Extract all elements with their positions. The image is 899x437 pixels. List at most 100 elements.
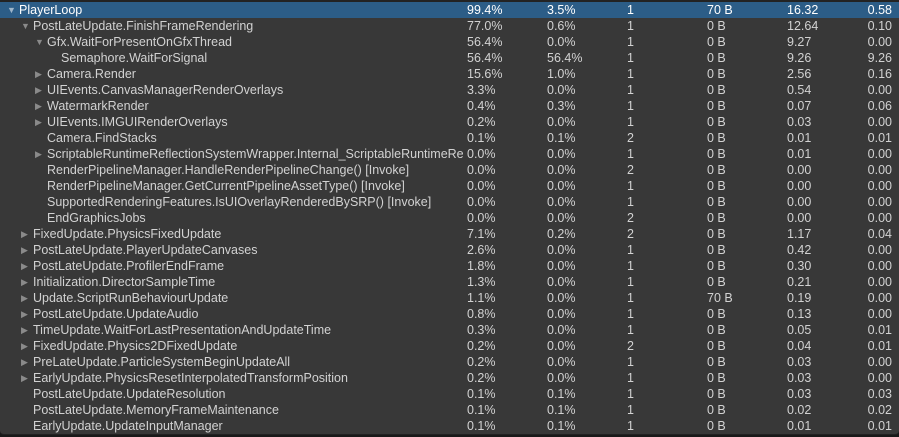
table-row[interactable]: ▶ Initialization.DirectorSampleTime 1.3% 0.…: [0, 274, 899, 290]
cell-gc-alloc: 0 B: [707, 99, 726, 113]
cell-time-ms: 0.03: [787, 115, 812, 129]
cell-self: 0.3%: [547, 99, 576, 113]
cell-time-ms: 12.64: [787, 19, 819, 33]
expand-arrow-right-icon[interactable]: ▶: [21, 293, 28, 303]
cell-calls: 2: [627, 211, 634, 225]
cell-self-ms: 0.00: [867, 179, 892, 193]
table-row[interactable]: ▶ Camera.Render 15.6% 1.0% 1 0 B 2.56 0.16: [0, 66, 899, 82]
cell-total: 56.4%: [467, 51, 503, 65]
cell-time-ms: 16.32: [787, 3, 819, 17]
cell-total: 99.4%: [467, 3, 503, 17]
table-row[interactable]: ▼ Gfx.WaitForPresentOnGfxThread 56.4% 0.0% 1…: [0, 34, 899, 50]
table-row[interactable]: RenderPipelineManager.HandleRenderPipeli…: [0, 162, 899, 178]
expand-arrow-right-icon[interactable]: ▶: [35, 117, 42, 127]
table-row[interactable]: RenderPipelineManager.GetCurrentPipeline…: [0, 178, 899, 194]
cell-gc-alloc: 0 B: [707, 355, 726, 369]
table-row[interactable]: ▼ PostLateUpdate.FinishFrameRendering 77.0…: [0, 18, 899, 34]
row-name: UIEvents.CanvasManagerRenderOverlays: [47, 83, 284, 97]
table-row[interactable]: ▶ EarlyUpdate.PhysicsResetInterpolatedTra…: [0, 370, 899, 386]
table-row[interactable]: EarlyUpdate.UpdateInputManager 0.1% 0.1% 1 0…: [0, 418, 899, 434]
cell-gc-alloc: 0 B: [707, 131, 726, 145]
expand-arrow-right-icon[interactable]: ▶: [21, 373, 28, 383]
cell-self: 0.2%: [547, 227, 576, 241]
table-row[interactable]: SupportedRenderingFeatures.IsUIOverlayRe…: [0, 194, 899, 210]
expand-arrow-right-icon[interactable]: ▶: [21, 357, 28, 367]
table-row[interactable]: ▶ FixedUpdate.Physics2DFixedUpdate 0.2% 0.0…: [0, 338, 899, 354]
cell-gc-alloc: 0 B: [707, 211, 726, 225]
row-name: PostLateUpdate.MemoryFrameMaintenance: [33, 403, 279, 417]
table-row[interactable]: ▼ PlayerLoop 99.4% 3.5% 1 70 B 16.32 0.58: [0, 2, 899, 18]
table-row[interactable]: ▶ FixedUpdate.PhysicsFixedUpdate 7.1% 0.2% 2…: [0, 226, 899, 242]
cell-self-ms: 0.00: [867, 355, 892, 369]
expand-arrow-right-icon[interactable]: ▶: [21, 277, 28, 287]
expand-arrow-right-icon[interactable]: ▶: [21, 341, 28, 351]
cell-gc-alloc: 0 B: [707, 51, 726, 65]
cell-time-ms: 0.00: [787, 195, 812, 209]
table-row[interactable]: ▶ Update.ScriptRunBehaviourUpdate 1.1% 0.0%…: [0, 290, 899, 306]
cell-total: 7.1%: [467, 227, 496, 241]
cell-calls: 1: [627, 291, 634, 305]
expand-arrow-down-icon[interactable]: ▼: [35, 37, 44, 47]
cell-gc-alloc: 0 B: [707, 419, 726, 433]
cell-calls: 1: [627, 275, 634, 289]
table-row[interactable]: PostLateUpdate.UpdateResolution 0.1% 0.1% 1…: [0, 386, 899, 402]
cell-time-ms: 1.17: [787, 227, 812, 241]
cell-time-ms: 0.07: [787, 99, 812, 113]
row-name: Initialization.DirectorSampleTime: [33, 275, 216, 289]
cell-total: 0.0%: [467, 147, 496, 161]
table-row[interactable]: ▶ PreLateUpdate.ParticleSystemBeginUpdate…: [0, 354, 899, 370]
table-row[interactable]: Camera.FindStacks 0.1% 0.1% 2 0 B 0.01 0.01: [0, 130, 899, 146]
cell-self-ms: 0.00: [867, 115, 892, 129]
table-row[interactable]: ▶ TimeUpdate.WaitForLastPresentationAndUp…: [0, 322, 899, 338]
expand-arrow-right-icon[interactable]: ▶: [21, 325, 28, 335]
cell-self: 0.0%: [547, 179, 576, 193]
table-row[interactable]: PostLateUpdate.MemoryFrameMaintenance 0.1…: [0, 402, 899, 418]
table-row[interactable]: Semaphore.WaitForSignal 56.4% 56.4% 1 0 B 9.2…: [0, 50, 899, 66]
expand-arrow-down-icon[interactable]: ▼: [7, 5, 16, 15]
cell-self: 3.5%: [547, 3, 576, 17]
expand-arrow-right-icon[interactable]: ▶: [35, 101, 42, 111]
cell-calls: 1: [627, 259, 634, 273]
cell-calls: 1: [627, 19, 634, 33]
cell-gc-alloc: 0 B: [707, 67, 726, 81]
table-row[interactable]: ▶ ScriptableRuntimeReflectionSystemWrappe…: [0, 146, 899, 162]
cell-time-ms: 0.04: [787, 339, 812, 353]
cell-total: 3.3%: [467, 83, 496, 97]
cell-self: 56.4%: [547, 51, 583, 65]
table-row[interactable]: ▶ UIEvents.CanvasManagerRenderOverlays 3.3…: [0, 82, 899, 98]
cell-total: 0.2%: [467, 371, 496, 385]
expand-arrow-right-icon[interactable]: ▶: [21, 309, 28, 319]
expand-arrow-right-icon[interactable]: ▶: [21, 229, 28, 239]
cell-total: 0.0%: [467, 211, 496, 225]
cell-gc-alloc: 0 B: [707, 179, 726, 193]
expand-arrow-right-icon[interactable]: ▶: [21, 261, 28, 271]
cell-total: 2.6%: [467, 243, 496, 257]
table-row[interactable]: EndGraphicsJobs 0.0% 0.0% 2 0 B 0.00 0.00: [0, 210, 899, 226]
cell-time-ms: 0.00: [787, 179, 812, 193]
row-name: RenderPipelineManager.HandleRenderPipeli…: [47, 163, 410, 177]
table-row[interactable]: ▶ UIEvents.IMGUIRenderOverlays 0.2% 0.0% 1 0 …: [0, 114, 899, 130]
table-row[interactable]: ▶ WatermarkRender 0.4% 0.3% 1 0 B 0.07 0.06: [0, 98, 899, 114]
cell-calls: 2: [627, 339, 634, 353]
expand-arrow-right-icon[interactable]: ▶: [35, 85, 42, 95]
expand-arrow-right-icon[interactable]: ▶: [35, 69, 42, 79]
cell-time-ms: 0.21: [787, 275, 812, 289]
cell-total: 1.8%: [467, 259, 496, 273]
cell-time-ms: 0.01: [787, 147, 812, 161]
expand-arrow-right-icon[interactable]: ▶: [21, 245, 28, 255]
cell-time-ms: 2.56: [787, 67, 812, 81]
cell-total: 0.0%: [467, 163, 496, 177]
expand-arrow-down-icon[interactable]: ▼: [21, 21, 30, 31]
cell-self: 0.0%: [547, 307, 576, 321]
cell-self: 0.0%: [547, 163, 576, 177]
table-row[interactable]: ▶ PostLateUpdate.PlayerUpdateCanvases 2.6%…: [0, 242, 899, 258]
table-row[interactable]: ▶ PostLateUpdate.ProfilerEndFrame 1.8% 0.0%…: [0, 258, 899, 274]
table-row[interactable]: ▶ PostLateUpdate.UpdateAudio 0.8% 0.0% 1 0 B 0…: [0, 306, 899, 322]
cell-time-ms: 0.02: [787, 403, 812, 417]
cell-self-ms: 0.01: [867, 131, 892, 145]
cell-time-ms: 0.03: [787, 371, 812, 385]
expand-arrow-right-icon[interactable]: ▶: [35, 149, 42, 159]
cell-total: 1.3%: [467, 275, 496, 289]
cell-total: 77.0%: [467, 19, 503, 33]
